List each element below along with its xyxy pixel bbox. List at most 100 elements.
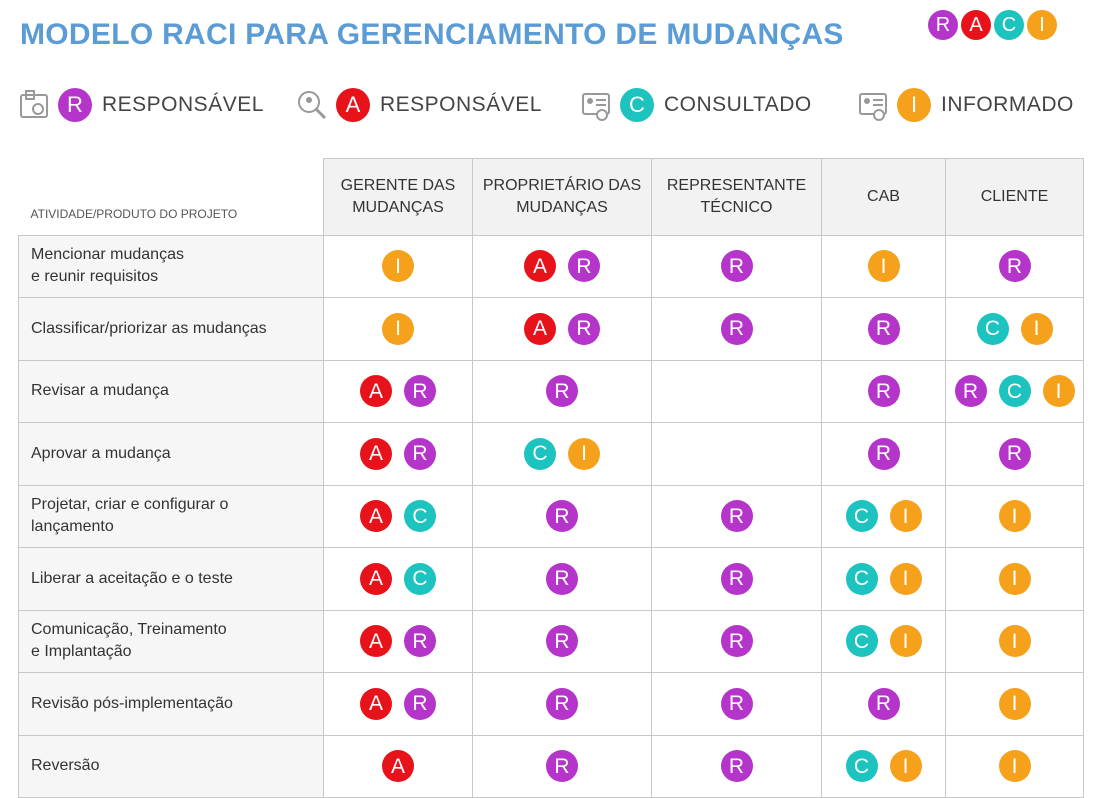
raci-badge: I: [897, 88, 931, 122]
badge-group: R: [867, 437, 900, 470]
raci-cell: R: [472, 734, 652, 798]
raci-cell: I: [323, 297, 473, 361]
raci-cell: I: [945, 484, 1084, 548]
raci-cell: R: [472, 547, 652, 611]
raci-badge: R: [404, 687, 436, 720]
activity-cell: Reversão: [18, 734, 324, 798]
raci-table: ATIVIDADE/PRODUTO DO PROJETO GERENTE DAS …: [18, 158, 1084, 798]
raci-badge: A: [360, 500, 392, 533]
activity-cell: Aprovar a mudança: [18, 422, 324, 486]
raci-cell: R: [651, 484, 822, 548]
raci-cell: [651, 359, 822, 423]
role-header: CLIENTE: [945, 158, 1084, 236]
raci-badge: R: [928, 10, 958, 40]
raci-badge: C: [404, 500, 436, 533]
raci-badge: I: [1020, 312, 1053, 345]
badge-group: R: [720, 250, 753, 283]
badge-group: A: [382, 750, 414, 783]
badge-group: R: [546, 562, 578, 595]
raci-cell: R: [821, 422, 946, 486]
activity-cell: Liberar a aceitação e o teste: [18, 547, 324, 611]
raci-badge: R: [546, 500, 578, 533]
raci-cell: A: [323, 734, 473, 798]
raci-cell: R: [472, 609, 652, 673]
legend-icon: [582, 93, 610, 121]
badge-group: R: [867, 375, 900, 408]
raci-badge: R: [998, 437, 1031, 470]
table-row: Reversão A R R C I I: [18, 734, 1084, 798]
legend-icon: [20, 90, 48, 118]
legend-item: R RESPONSÁVEL: [18, 88, 264, 122]
activity-cell: Revisar a mudança: [18, 359, 324, 423]
raci-badge: R: [720, 312, 753, 345]
raci-cell: R: [821, 359, 946, 423]
activity-header: ATIVIDADE/PRODUTO DO PROJETO: [18, 158, 324, 236]
legend-label: CONSULTADO: [664, 93, 812, 116]
raci-cell: I: [945, 547, 1084, 611]
raci-badge: A: [360, 437, 392, 470]
activity-cell: Mencionar mudanças e reunir requisitos: [18, 234, 324, 298]
raci-badge: R: [867, 312, 900, 345]
header-row: ATIVIDADE/PRODUTO DO PROJETO GERENTE DAS …: [18, 158, 1084, 236]
raci-badge: C: [845, 500, 878, 533]
raci-badge: C: [404, 562, 436, 595]
raci-badge: I: [867, 250, 900, 283]
raci-cell: [651, 422, 822, 486]
role-header: GERENTE DAS MUDANÇAS: [323, 158, 473, 236]
badge-group: I: [382, 250, 414, 283]
badge-group: I: [867, 250, 900, 283]
table-row: Classificar/priorizar as mudanças I A R R R C I: [18, 297, 1084, 361]
raci-badge: R: [720, 562, 753, 595]
badge-group: R: [720, 625, 753, 658]
raci-badge: I: [382, 312, 414, 345]
activity-cell: Classificar/priorizar as mudanças: [18, 297, 324, 361]
raci-badge: R: [720, 250, 753, 283]
raci-badge: C: [976, 312, 1009, 345]
raci-cell: R: [651, 547, 822, 611]
raci-badge: I: [998, 750, 1031, 783]
raci-badge: R: [546, 625, 578, 658]
legend-item: C CONSULTADO: [580, 88, 812, 122]
raci-cell: R: [821, 297, 946, 361]
raci-badge: R: [568, 312, 600, 345]
raci-badge: A: [524, 250, 556, 283]
title: MODELO RACI PARA GERENCIAMENTO DE MUDANÇ…: [20, 18, 844, 51]
raci-badge: C: [524, 437, 556, 470]
badge-group: I: [998, 500, 1031, 533]
raci-badge: I: [998, 500, 1031, 533]
table-row: Comunicação, Treinamento e Implantação A R…: [18, 609, 1084, 673]
raci-badge: R: [720, 625, 753, 658]
raci-cell: I: [945, 734, 1084, 798]
role-header: REPRESENTANTE TÉCNICO: [651, 158, 822, 236]
raci-cell: R: [472, 672, 652, 736]
raci-badge: I: [889, 750, 922, 783]
raci-cell: I: [945, 609, 1084, 673]
raci-cell: R: [651, 297, 822, 361]
role-header: PROPRIETÁRIO DAS MUDANÇAS: [472, 158, 652, 236]
raci-cell: R: [651, 609, 822, 673]
table-row: Aprovar a mudança A R C I R R: [18, 422, 1084, 486]
badge-group: R: [998, 437, 1031, 470]
raci-cell: R: [472, 484, 652, 548]
raci-cell: R: [651, 672, 822, 736]
legend-label: INFORMADO: [941, 93, 1074, 116]
raci-badge: R: [568, 250, 600, 283]
raci-badge: I: [568, 437, 600, 470]
raci-cell: R: [945, 234, 1084, 298]
badge-group: I: [998, 750, 1031, 783]
